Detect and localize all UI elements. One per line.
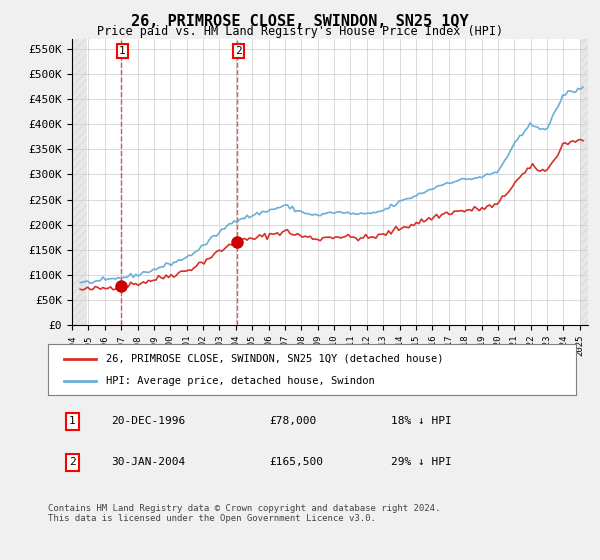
Text: £78,000: £78,000 [270,416,317,426]
Text: Price paid vs. HM Land Registry's House Price Index (HPI): Price paid vs. HM Land Registry's House … [97,25,503,38]
Text: 29% ↓ HPI: 29% ↓ HPI [391,458,452,467]
Text: 20-DEC-1996: 20-DEC-1996 [112,416,185,426]
Text: 1: 1 [119,46,126,56]
Text: 1: 1 [69,416,76,426]
Text: 26, PRIMROSE CLOSE, SWINDON, SN25 1QY: 26, PRIMROSE CLOSE, SWINDON, SN25 1QY [131,14,469,29]
Text: 18% ↓ HPI: 18% ↓ HPI [391,416,452,426]
Text: 30-JAN-2004: 30-JAN-2004 [112,458,185,467]
Bar [72,39,87,325]
Text: HPI: Average price, detached house, Swindon: HPI: Average price, detached house, Swin… [106,376,375,386]
Text: 2: 2 [69,458,76,467]
Bar [580,39,588,325]
Text: Contains HM Land Registry data © Crown copyright and database right 2024.
This d: Contains HM Land Registry data © Crown c… [48,504,440,524]
Text: 2: 2 [235,46,242,56]
Text: 26, PRIMROSE CLOSE, SWINDON, SN25 1QY (detached house): 26, PRIMROSE CLOSE, SWINDON, SN25 1QY (d… [106,353,443,363]
Text: £165,500: £165,500 [270,458,324,467]
